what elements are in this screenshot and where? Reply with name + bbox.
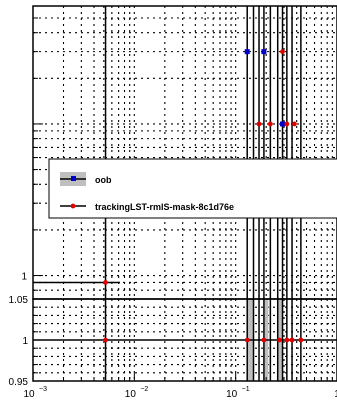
data-point-oob <box>261 49 267 55</box>
x-tick-label: 10 <box>125 389 137 400</box>
data-point-oob <box>244 49 250 55</box>
y-tick-label: 1 <box>21 272 27 283</box>
data-point-tracking <box>256 121 262 127</box>
data-point-oob <box>280 121 286 127</box>
x-tick-exponent: −2 <box>140 386 148 393</box>
legend-tracking-label: trackingLST-rmlS-mask-8c1d76e <box>95 202 234 212</box>
ratio-point-tracking <box>276 337 282 343</box>
y-tick-label: 0.95 <box>9 377 29 388</box>
x-tick-exponent: −3 <box>39 386 47 393</box>
ratio-point-tracking <box>284 337 290 343</box>
ratio-point-tracking <box>298 337 304 343</box>
data-markers <box>103 49 304 343</box>
y-tick-label: 1 <box>22 336 28 347</box>
data-point-tracking <box>280 49 285 55</box>
legend-oob-label: oob <box>95 175 112 185</box>
y-tick-label: 1.05 <box>9 295 29 306</box>
legend: oob trackingLST-rmlS-mask-8c1d76e <box>48 158 337 219</box>
data-point-tracking <box>284 121 290 127</box>
ratio-point-tracking <box>244 337 250 343</box>
x-tick-exponent: −1 <box>242 386 250 393</box>
error-bars <box>33 6 337 381</box>
ratio-point-tracking <box>289 337 295 343</box>
x-tick-label: 10 <box>226 389 238 400</box>
legend-oob-marker <box>71 176 76 181</box>
legend-tracking-marker <box>70 203 76 209</box>
data-point-tracking <box>267 121 273 127</box>
data-point-tracking <box>292 121 297 127</box>
x-tick-label: 1 <box>334 389 337 400</box>
ratio-point-tracking <box>261 337 267 343</box>
legend-box <box>48 158 337 219</box>
data-point-tracking <box>103 280 108 285</box>
ratio-point-tracking <box>103 337 108 343</box>
axis-ticks <box>32 17 337 381</box>
x-tick-label: 10 <box>23 389 35 400</box>
